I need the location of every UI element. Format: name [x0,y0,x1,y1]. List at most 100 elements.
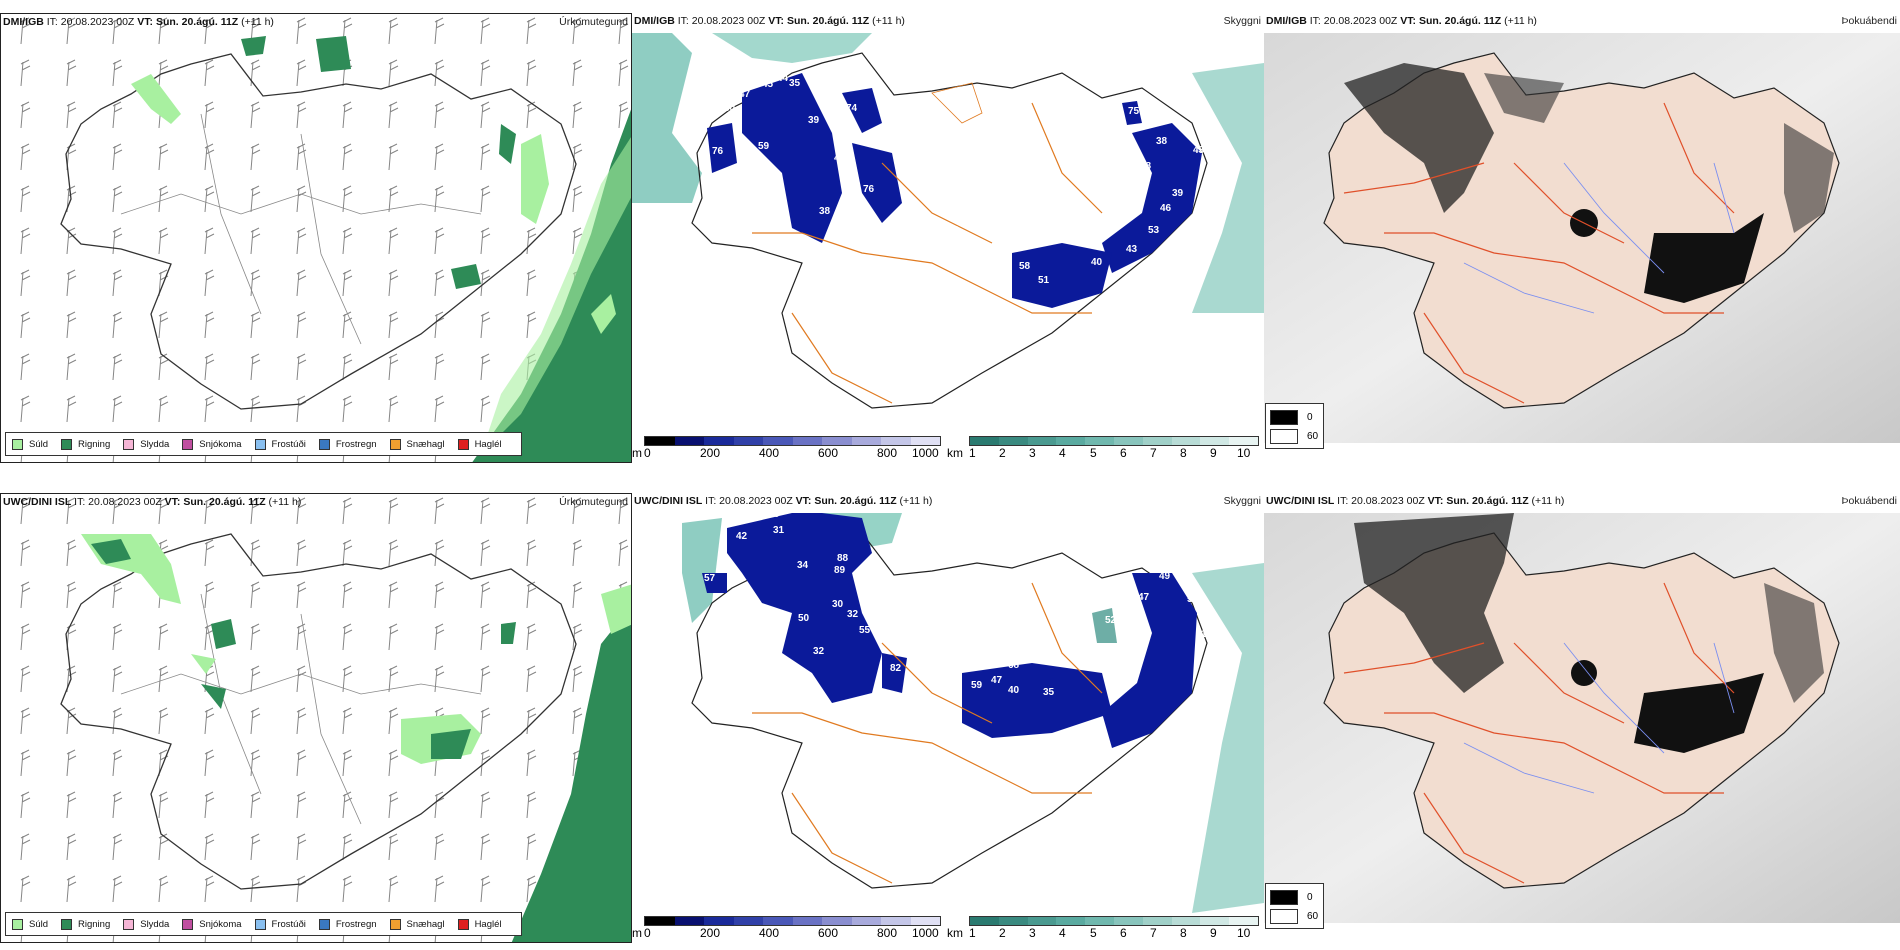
precip-legend: Súld Rigning Slydda Snjókoma Frostúði Fr… [5,912,522,936]
legend-swatch [182,438,194,450]
ceiling-value-label: 10 [1201,629,1213,640]
ceiling-panel-row1: 44 47 45 35 50 39 74 57 76 59 42 40 76 38 79 75 38 43 48 39… [632,13,1264,463]
ceiling-value-label: 40 [844,168,856,179]
colorbar-tick: 1 [969,446,976,460]
colorbar-tick: 9 [1210,926,1217,940]
colorbar-tick: 3 [1029,446,1036,460]
ceiling-value-label: 32 [847,609,859,620]
visibility-colorbar: km 1 2 3 4 5 6 7 8 9 10 [947,436,1259,462]
ceiling-value-label: 34 [797,560,809,571]
ceiling-value-label: 86 [1021,637,1033,648]
legend-swatch [389,918,401,930]
ceiling-value-label: 74 [846,103,858,114]
ceiling-value-label: 43 [1193,145,1205,156]
panel-header: UWC/DINI ISL IT: 20.08.2023 00Z VT: Sun.… [1266,495,1565,507]
colorbar-unit: km [947,926,963,940]
legend-swatch [457,438,469,450]
legend-swatch [457,918,469,930]
panel-title: Úrkomutegund [559,496,628,508]
legend-item: Frostregn [318,918,377,930]
ceiling-value-label: 47 [739,89,751,100]
ceiling-value-label: 88 [837,553,849,564]
ceiling-value-label: 38 [1156,136,1168,147]
ceiling-value-label: 30 [832,599,844,610]
colorbar-unit: km [947,446,963,460]
legend-swatch [123,918,135,930]
legend-item: Rigning [61,438,110,450]
ceiling-value-label: 59 [758,141,770,152]
fog-legend: 0 60 [1265,883,1324,929]
fog-map [1264,513,1900,923]
precip-panel-row1: DMI/IGB IT: 20.08.2023 00Z VT: Sun. 20.á… [0,13,632,463]
ceiling-value-label: 45 [762,79,774,90]
colorbar-unit: m [632,446,642,460]
ceiling-value-label: 79 [948,225,960,236]
ceiling-value-label: 57 [704,573,716,584]
panel-header: DMI/IGB IT: 20.08.2023 00Z VT: Sun. 20.á… [634,15,905,27]
fog-legend: 0 60 [1265,403,1324,449]
colorbar-tick: 1000 [912,446,939,460]
ceiling-value-label: 55 [1188,582,1200,593]
ceiling-value-label: 58 [951,661,963,672]
ceiling-value-label: 50 [798,613,810,624]
ceiling-value-label: 35 [789,78,801,89]
legend-item: Snæhagl [389,918,445,930]
colorbar-tick: 6 [1120,446,1127,460]
colorbar-tick: 4 [1059,926,1066,940]
ceiling-value-label: 44 [777,73,789,84]
legend-item: Frostúði [254,918,306,930]
legend-item: Slydda [123,918,169,930]
ceiling-value-label: 35 [753,507,765,518]
ceiling-value-label: 76 [712,146,724,157]
colorbar-tick: 0 [644,926,651,940]
legend-item: Rigning [61,918,110,930]
panel-title: Skyggni [1223,495,1261,507]
colorbar-tick: 2 [999,926,1006,940]
colorbar-tick: 600 [818,926,839,940]
ceiling-value-label: 35 [1043,687,1055,698]
ceiling-colorbar-strip [644,436,941,446]
panel-header: UWC/DINI ISL IT: 20.08.2023 00Z VT: Sun.… [3,496,302,508]
colorbar-tick: 200 [700,446,721,460]
visibility-colorbar: km 1 2 3 4 5 6 7 8 9 10 [947,916,1259,942]
visibility-colorbar-strip [969,436,1259,446]
ceiling-value-label: 51 [1038,275,1050,286]
colorbar-tick: 600 [818,446,839,460]
ceiling-value-label: 31 [773,525,785,536]
legend-item: Frostregn [318,438,377,450]
ceiling-value-label: 36 [768,509,780,520]
ceiling-value-label: 49 [1159,571,1171,582]
legend-swatch [61,918,73,930]
legend-item: Súld [12,918,48,930]
colorbar-tick: 9 [1210,446,1217,460]
panel-header: DMI/IGB IT: 20.08.2023 00Z VT: Sun. 20.á… [3,16,274,28]
colorbar-tick: 3 [1029,926,1036,940]
ceiling-value-label: 43 [1126,244,1138,255]
colorbar-tick: 800 [877,446,898,460]
legend-swatch [1270,429,1298,444]
legend-swatch [61,438,73,450]
ceiling-value-label: 53 [1148,225,1160,236]
ceiling-value-label: 75 [1128,106,1140,117]
ceiling-value-label: 50 [724,103,736,114]
fog-legend-item: 0 [1270,890,1313,905]
fog-legend-item: 60 [1270,429,1318,444]
fog-panel-row2: UWC/DINI ISL IT: 20.08.2023 00Z VT: Sun.… [1264,493,1900,943]
ceiling-value-label: 40 [1091,257,1103,268]
ceiling-value-label: 40 [1008,685,1020,696]
legend-swatch [318,918,330,930]
colorbar-tick: 5 [1090,926,1097,940]
ceiling-value-label: 12Z [890,547,907,558]
ceiling-colorbar: m 0 200 400 600 800 1000 [632,436,942,462]
ceiling-value-labels: 44 47 45 35 50 39 74 57 76 59 42 40 76 38 79 75 38 43 48 39… [712,73,1205,286]
ceiling-value-label: 42 [834,153,846,164]
legend-swatch [254,918,266,930]
colorbar-tick: 1000 [912,926,939,940]
ceiling-colorbar: m 0 200 400 600 800 1000 [632,916,942,942]
precip-legend: Súld Rigning Slydda Snjókoma Frostúði Fr… [5,432,522,456]
legend-swatch [123,438,135,450]
ceiling-value-label: 39 [1172,188,1184,199]
legend-item: Snjókoma [182,438,242,450]
colorbar-tick: 0 [644,446,651,460]
